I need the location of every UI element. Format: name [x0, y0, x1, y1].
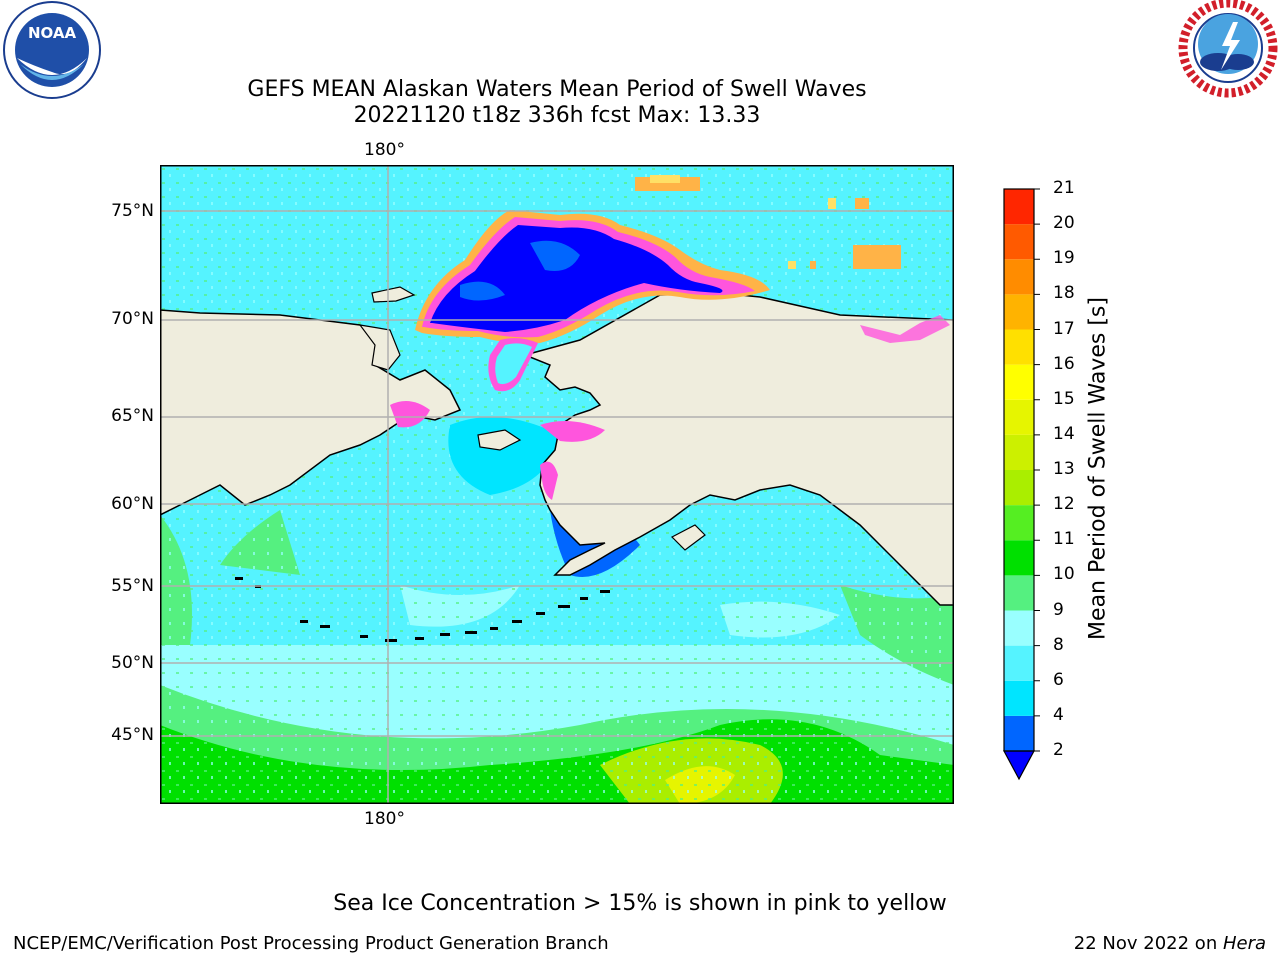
colorbar-tick-label: 2 [1053, 740, 1064, 760]
sea-ice-note: Sea Ice Concentration > 15% is shown in … [333, 891, 947, 916]
colorbar-bin [1004, 540, 1034, 576]
colorbar-tick-label: 10 [1053, 564, 1075, 585]
colorbar-bin [1004, 680, 1034, 716]
chart-title: GEFS MEAN Alaskan Waters Mean Period of … [247, 77, 867, 102]
colorbar-tick-label: 9 [1053, 599, 1064, 620]
map-panel [160, 165, 954, 804]
colorbar-title: Mean Period of Swell Waves [s] [1085, 297, 1111, 640]
colorbar-tick-label: 21 [1053, 178, 1075, 198]
lat-label-50: 50°N [111, 653, 154, 673]
map-frame [160, 165, 954, 804]
lon-label-bottom: 180° [364, 809, 405, 829]
colorbar-tick-label: 14 [1053, 423, 1075, 444]
colorbar-bin [1004, 294, 1034, 330]
land-alaska [522, 292, 954, 606]
colorbar [1000, 187, 1040, 783]
colorbar-bin [1004, 575, 1034, 611]
colorbar-bin [1004, 364, 1034, 400]
colorbar-tick-label: 16 [1053, 353, 1075, 374]
noaa-logo-text: NOAA [28, 24, 77, 42]
colorbar-bin [1004, 470, 1034, 506]
colorbar-tick-label: 8 [1053, 634, 1064, 655]
colorbar-bin [1004, 189, 1034, 225]
lat-label-65: 65°N [111, 406, 154, 426]
colorbar-bin [1004, 224, 1034, 260]
lat-label-45: 45°N [111, 725, 154, 745]
footer-date: 22 Nov 2022 on Hera [1074, 933, 1266, 954]
noaa-logo: NOAA [0, 0, 104, 104]
colorbar-tick-label: 4 [1053, 704, 1064, 725]
colorbar-tick-label: 19 [1053, 248, 1075, 269]
colorbar-bin [1004, 610, 1034, 646]
colorbar-tick-label: 15 [1053, 388, 1075, 409]
colorbar-bin [1004, 399, 1034, 435]
colorbar-tick-label: 6 [1053, 669, 1064, 690]
lat-label-75: 75°N [111, 201, 154, 221]
colorbar-tick-label: 17 [1053, 318, 1075, 339]
lat-label-55: 55°N [111, 576, 154, 596]
colorbar-tick-label: 13 [1053, 459, 1075, 479]
colorbar-bin [1004, 259, 1034, 295]
lon-label-top: 180° [364, 140, 405, 160]
colorbar-bin [1004, 505, 1034, 541]
wrangel-island [371, 286, 416, 303]
colorbar-tick-label: 12 [1053, 494, 1075, 515]
sea-ice-blue-core [430, 225, 723, 332]
footer-host: Hera [1222, 933, 1266, 954]
colorbar-under-arrow [1002, 750, 1036, 781]
lat-label-70: 70°N [111, 309, 154, 329]
colorbar-bin [1004, 715, 1034, 751]
aleutian-islands [235, 577, 610, 642]
lat-label-60: 60°N [111, 494, 154, 514]
footer-date-text: 22 Nov 2022 on [1073, 933, 1223, 954]
colorbar-tick-label: 11 [1053, 529, 1075, 550]
colorbar-tick-label: 18 [1053, 283, 1075, 304]
nws-logo [1178, 0, 1278, 100]
gridlines [160, 165, 954, 804]
colorbar-bin [1004, 645, 1034, 681]
colorbar-bin [1004, 434, 1034, 470]
footer-credit: NCEP/EMC/Verification Post Processing Pr… [13, 933, 609, 954]
colorbar-bin [1004, 329, 1034, 365]
colorbar-tick-label: 20 [1053, 213, 1075, 234]
chart-subtitle: 20221120 t18z 336h fcst Max: 13.33 [353, 103, 761, 128]
